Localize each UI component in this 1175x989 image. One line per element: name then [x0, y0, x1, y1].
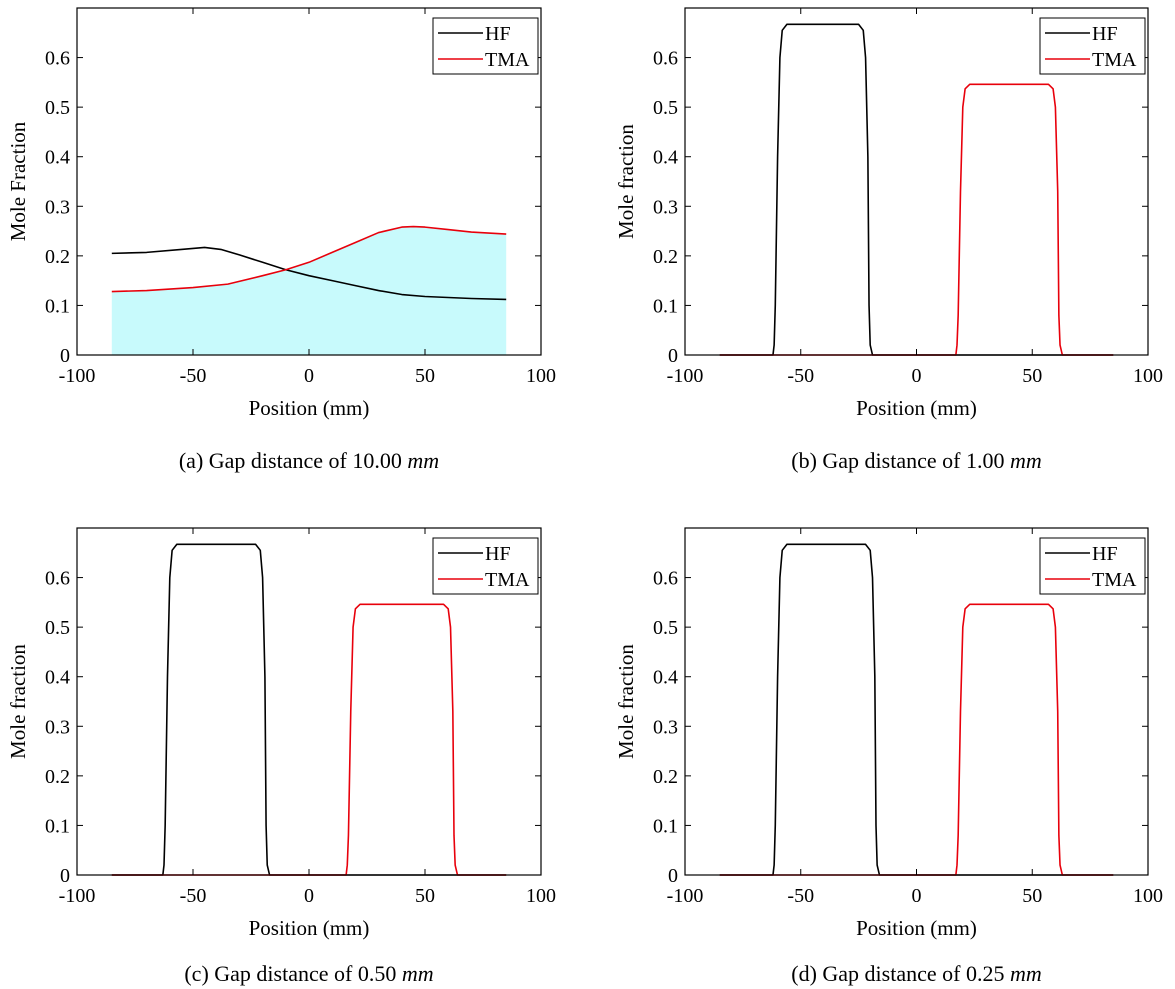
caption-b: (b) Gap distance of 1.00 mm	[791, 448, 1042, 473]
legend-label-hf-a: HF	[485, 23, 511, 45]
legend-box-a	[432, 17, 539, 75]
y-tick-label-d: 0	[668, 865, 678, 887]
x-tick-label-a: -50	[180, 365, 207, 387]
series-line-tma-d	[719, 603, 1114, 876]
x-tick-label-c: -100	[59, 885, 96, 907]
y-tick-label-a: 0.3	[45, 196, 70, 218]
y-tick-label-b: 0.2	[653, 246, 678, 268]
y-tick-label-b: 0.3	[653, 196, 678, 218]
panel-a: -100 -50 0 50 100 0 0.1 0.2 0.3 0.4 0.5 0.6 Position…	[6, 7, 556, 473]
y-tick-label-c: 0.6	[45, 568, 70, 590]
y-tick-label-c: 0	[60, 865, 70, 887]
x-tick-label-b: 0	[912, 365, 922, 387]
series-line-hf-a	[111, 246, 507, 301]
x-tick-label-d: 50	[1022, 885, 1042, 907]
y-tick-label-c: 0.3	[45, 716, 70, 738]
legend-label-tma-d: TMA	[1092, 569, 1137, 591]
y-tick-label-d: 0.6	[653, 568, 678, 590]
y-tick-label-b: 0.1	[653, 295, 678, 317]
legend-box-c	[432, 537, 539, 595]
series-line-tma-a	[111, 225, 507, 293]
panel-d: -100 -50 0 50 100 0 0.1 0.2 0.3 0.4 0.5 0.6 Position…	[614, 527, 1163, 986]
panel-c: -100 -50 0 50 100 0 0.1 0.2 0.3 0.4 0.5 0.6 Position…	[6, 527, 556, 986]
x-tick-label-b: -100	[667, 365, 704, 387]
legend-c: HF TMA	[432, 537, 539, 595]
y-tick-label-a: 0.1	[45, 295, 70, 317]
y-axis-title-b: Mole fraction	[614, 124, 638, 239]
y-tick-label-b: 0.4	[653, 147, 678, 169]
y-tick-label-a: 0.5	[45, 97, 70, 119]
y-tick-label-a: 0.6	[45, 48, 70, 70]
series-line-tma-c	[111, 603, 507, 876]
y-tick-label-d: 0.1	[653, 815, 678, 837]
y-tick-label-d: 0.5	[653, 617, 678, 639]
x-tick-label-a: 50	[415, 365, 435, 387]
legend-a: HF TMA	[432, 17, 539, 75]
series-line-hf-b	[719, 23, 1114, 356]
caption-text-d: (d) Gap distance of 0.25	[791, 961, 1010, 986]
x-axis-title-a: Position (mm)	[249, 396, 370, 420]
caption-text-a: (a) Gap distance of 10.00	[179, 448, 407, 473]
y-tick-label-a: 0.2	[45, 246, 70, 268]
y-axis-title-c: Mole fraction	[6, 644, 30, 759]
legend-label-tma-b: TMA	[1092, 49, 1137, 71]
legend-d: HF TMA	[1039, 537, 1146, 595]
x-axis-title-b: Position (mm)	[856, 396, 977, 420]
x-tick-label-a: -100	[59, 365, 96, 387]
y-tick-label-b: 0.6	[653, 48, 678, 70]
y-tick-label-c: 0.2	[45, 766, 70, 788]
y-tick-label-c: 0.5	[45, 617, 70, 639]
series-line-hf-d	[719, 543, 1114, 876]
fill-area-a	[111, 226, 507, 355]
legend-b: HF TMA	[1039, 17, 1146, 75]
caption-a: (a) Gap distance of 10.00 mm	[179, 448, 439, 473]
legend-label-tma-a: TMA	[485, 49, 530, 71]
x-tick-label-c: 50	[415, 885, 435, 907]
y-tick-label-a: 0.4	[45, 147, 70, 169]
caption-c: (c) Gap distance of 0.50 mm	[184, 961, 433, 986]
caption-unit-b: mm	[1010, 448, 1042, 473]
x-tick-label-d: -50	[787, 885, 814, 907]
y-tick-label-c: 0.4	[45, 667, 70, 689]
series-line-hf-c	[111, 543, 507, 876]
y-tick-label-d: 0.2	[653, 766, 678, 788]
y-tick-label-a: 0	[60, 345, 70, 367]
x-tick-label-d: -100	[667, 885, 704, 907]
x-axis-title-c: Position (mm)	[249, 916, 370, 940]
legend-label-hf-c: HF	[485, 543, 511, 565]
y-tick-label-c: 0.1	[45, 815, 70, 837]
x-tick-label-c: 0	[304, 885, 314, 907]
legend-box-d	[1039, 537, 1146, 595]
legend-box-b	[1039, 17, 1146, 75]
x-tick-label-c: 100	[526, 885, 556, 907]
caption-unit-a: mm	[407, 448, 439, 473]
y-axis-title-d: Mole fraction	[614, 644, 638, 759]
y-tick-label-b: 0	[668, 345, 678, 367]
y-tick-label-d: 0.4	[653, 667, 678, 689]
y-tick-label-b: 0.5	[653, 97, 678, 119]
x-tick-label-d: 0	[912, 885, 922, 907]
caption-unit-c: mm	[402, 961, 434, 986]
x-axis-title-d: Position (mm)	[856, 916, 977, 940]
series-line-tma-b	[719, 83, 1114, 356]
legend-label-hf-d: HF	[1092, 543, 1118, 565]
x-tick-label-a: 100	[526, 365, 556, 387]
legend-label-hf-b: HF	[1092, 23, 1118, 45]
x-tick-label-d: 100	[1133, 885, 1163, 907]
x-tick-label-c: -50	[180, 885, 207, 907]
caption-text-b: (b) Gap distance of 1.00	[791, 448, 1010, 473]
y-axis-title-a: Mole Fraction	[6, 121, 30, 241]
x-tick-label-b: 100	[1133, 365, 1163, 387]
x-tick-label-a: 0	[304, 365, 314, 387]
caption-d: (d) Gap distance of 0.25 mm	[791, 961, 1042, 986]
legend-label-tma-c: TMA	[485, 569, 530, 591]
panel-b: -100 -50 0 50 100 0 0.1 0.2 0.3 0.4 0.5 0.6 Position…	[614, 7, 1163, 473]
caption-text-c: (c) Gap distance of 0.50	[184, 961, 401, 986]
x-tick-label-b: -50	[787, 365, 814, 387]
y-tick-label-d: 0.3	[653, 716, 678, 738]
caption-unit-d: mm	[1010, 961, 1042, 986]
x-tick-label-b: 50	[1022, 365, 1042, 387]
